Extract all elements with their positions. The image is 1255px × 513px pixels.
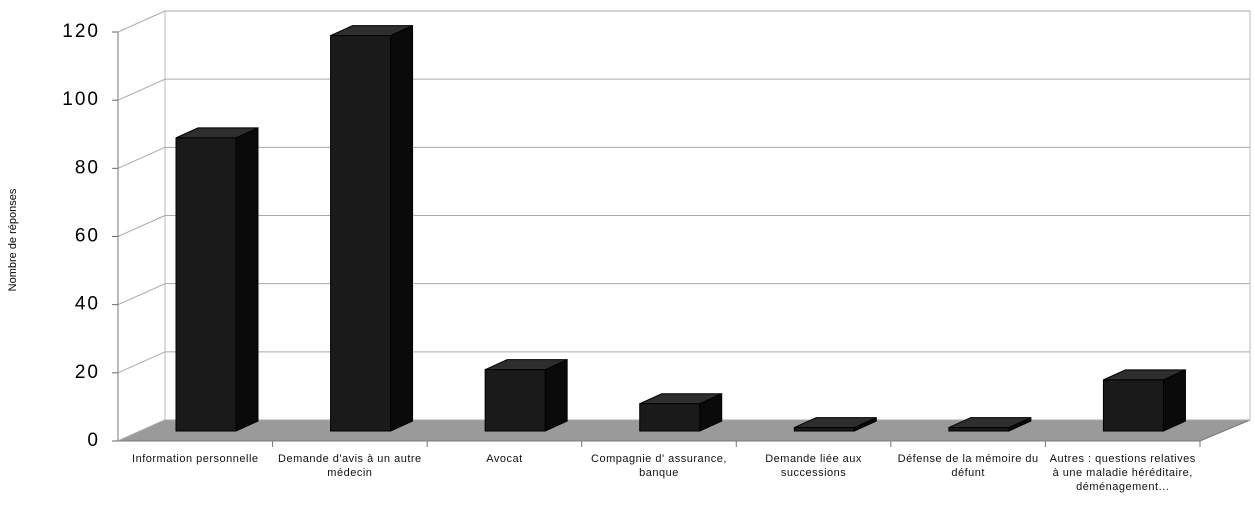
- grid-line: [117, 78, 166, 101]
- grid-line: [117, 419, 166, 442]
- y-tick-label: 0: [87, 430, 100, 451]
- bar-side: [235, 127, 259, 432]
- grid-line: [117, 10, 166, 33]
- bar: [948, 427, 1010, 432]
- y-tick-label: 100: [62, 89, 100, 110]
- bar: [1102, 379, 1164, 432]
- x-tick-label: Demande d'avis à un autre médecin: [278, 453, 422, 479]
- bar: [484, 369, 546, 432]
- bar: [175, 137, 237, 432]
- bar-side: [1162, 369, 1186, 432]
- bar: [330, 35, 392, 432]
- bar-side: [390, 24, 414, 432]
- y-tick-label: 120: [62, 21, 100, 42]
- grid-line: [117, 351, 166, 374]
- grid-line: [117, 146, 166, 169]
- bar-side: [544, 358, 568, 432]
- x-tick-label: Autres : questions relatives à une malad…: [1049, 453, 1196, 493]
- y-tick-label: 40: [75, 294, 100, 315]
- x-tick-label: Compagnie d' assurance, banque: [591, 453, 727, 479]
- x-tick-label: Information personnelle: [132, 453, 259, 465]
- bar: [793, 427, 855, 432]
- y-tick-label: 60: [75, 226, 100, 247]
- x-tick-label: Défense de la mémoire du défunt: [897, 453, 1039, 479]
- y-axis-label: Nombre de réponses: [7, 188, 19, 291]
- grid-line: [117, 283, 166, 306]
- y-tick-label: 20: [75, 362, 100, 383]
- grid-line: [117, 215, 166, 237]
- x-tick-label: Demande liée aux successions: [765, 453, 862, 479]
- x-tick-label: Avocat: [486, 453, 523, 465]
- y-tick-label: 80: [75, 157, 100, 178]
- bar: [639, 403, 701, 432]
